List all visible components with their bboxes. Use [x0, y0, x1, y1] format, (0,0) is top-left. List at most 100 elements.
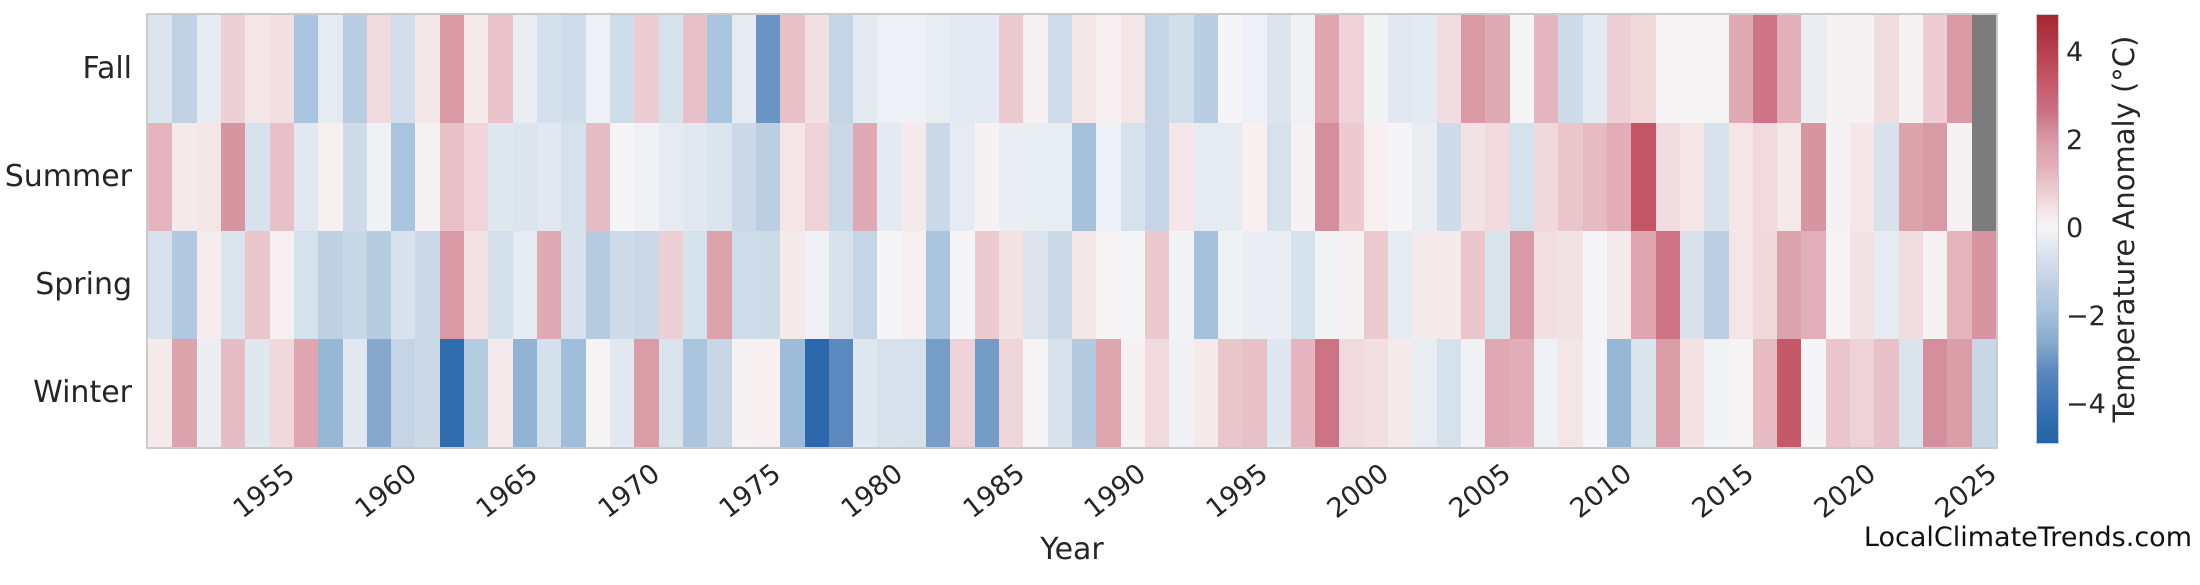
heatmap-cell	[1752, 339, 1778, 447]
heatmap-cell	[561, 339, 586, 447]
x-axis-tick-label: 2020	[1808, 458, 1882, 525]
heatmap-cell	[1436, 15, 1462, 123]
heatmap-cell	[1606, 339, 1632, 447]
heatmap-cell	[974, 15, 1000, 123]
heatmap-cell	[1436, 231, 1462, 339]
heatmap-cell	[1874, 339, 1899, 447]
heatmap-cell	[1266, 123, 1291, 231]
x-axis-tick-label: 1985	[957, 458, 1031, 525]
heatmap-cell	[1655, 339, 1680, 447]
heatmap-cell	[318, 123, 343, 231]
heatmap-cell	[1752, 123, 1778, 231]
heatmap-cell	[318, 15, 343, 123]
y-axis-label: Summer	[4, 159, 132, 194]
heatmap-cell	[1120, 15, 1145, 123]
heatmap-cell	[999, 231, 1024, 339]
heatmap-cell	[804, 123, 829, 231]
heatmap-cell	[1096, 123, 1121, 231]
heatmap-cell	[634, 339, 659, 447]
heatmap-cell	[366, 231, 392, 339]
heatmap-cell	[1047, 231, 1072, 339]
heatmap-cell	[658, 231, 683, 339]
heatmap-cell	[269, 15, 294, 123]
heatmap-cell	[634, 15, 659, 123]
heatmap-cell	[1777, 339, 1802, 447]
heatmap-cell	[780, 339, 805, 447]
heatmap-cell	[1290, 339, 1316, 447]
heatmap-cell	[1485, 15, 1510, 123]
heatmap-cell	[1169, 123, 1194, 231]
heatmap-grid	[146, 13, 1998, 449]
heatmap-cell	[220, 123, 246, 231]
heatmap-cell	[1363, 123, 1389, 231]
heatmap-cell	[1582, 15, 1607, 123]
heatmap-cell	[707, 123, 732, 231]
heatmap-cell	[1290, 231, 1316, 339]
heatmap-cell	[318, 231, 343, 339]
heatmap-cell	[1339, 15, 1364, 123]
heatmap-cell	[1315, 231, 1340, 339]
heatmap-cell	[1023, 123, 1048, 231]
heatmap-cell	[269, 231, 294, 339]
heatmap-cell	[293, 123, 319, 231]
heatmap-cell	[585, 339, 610, 447]
heatmap-cell	[853, 339, 878, 447]
heatmap-cell	[1971, 339, 1996, 447]
heatmap-cell	[1801, 231, 1826, 339]
heatmap-cell	[1363, 339, 1389, 447]
heatmap-cell	[148, 123, 173, 231]
heatmap-cell	[415, 339, 440, 447]
heatmap-cell	[1461, 231, 1486, 339]
heatmap-cell	[439, 123, 465, 231]
x-axis-tick-label: 2015	[1686, 458, 1760, 525]
heatmap-cell	[1120, 123, 1145, 231]
heatmap-cell	[1461, 123, 1486, 231]
heatmap-cell	[585, 231, 610, 339]
heatmap-cell	[342, 231, 367, 339]
heatmap-cell	[877, 231, 902, 339]
heatmap-cell	[1655, 15, 1680, 123]
heatmap-cell	[1485, 123, 1510, 231]
heatmap-cell	[731, 231, 756, 339]
heatmap-cell	[1777, 123, 1802, 231]
heatmap-cell	[342, 123, 367, 231]
heatmap-cell	[512, 15, 538, 123]
heatmap-cell	[1096, 231, 1121, 339]
heatmap-cell	[391, 339, 416, 447]
heatmap-cell	[512, 231, 538, 339]
x-axis-tick-label: 1995	[1200, 458, 1274, 525]
heatmap-cell	[1242, 15, 1267, 123]
heatmap-cell	[148, 339, 173, 447]
heatmap-cell	[1461, 339, 1486, 447]
heatmap-cell	[1704, 339, 1729, 447]
heatmap-cell	[755, 339, 781, 447]
heatmap-cell	[318, 339, 343, 447]
heatmap-cell	[1363, 15, 1389, 123]
heatmap-cell	[1825, 339, 1851, 447]
heatmap-cell	[172, 123, 197, 231]
heatmap-cell	[439, 339, 465, 447]
heatmap-cell	[585, 15, 610, 123]
heatmap-cell	[1144, 123, 1170, 231]
heatmap-cell	[1412, 231, 1437, 339]
heatmap-cell	[1850, 15, 1875, 123]
heatmap-cell	[682, 123, 708, 231]
heatmap-cell	[561, 15, 586, 123]
colorbar-tick-label: −4	[2066, 389, 2106, 421]
colorbar-tick-label: 4	[2066, 36, 2084, 68]
heatmap-cell	[1801, 15, 1826, 123]
heatmap-cell	[1825, 231, 1851, 339]
y-axis-label: Winter	[33, 375, 132, 410]
heatmap-cell	[1217, 123, 1243, 231]
heatmap-cell	[220, 231, 246, 339]
heatmap-cell	[1728, 15, 1753, 123]
heatmap-cell	[1679, 15, 1705, 123]
heatmap-cell	[1679, 231, 1705, 339]
heatmap-cell	[828, 15, 854, 123]
heatmap-cell	[1193, 15, 1218, 123]
heatmap-cell	[755, 15, 781, 123]
heatmap-cell	[1704, 231, 1729, 339]
heatmap-cell	[658, 339, 683, 447]
heatmap-cell	[1072, 15, 1097, 123]
heatmap-cell	[464, 231, 489, 339]
